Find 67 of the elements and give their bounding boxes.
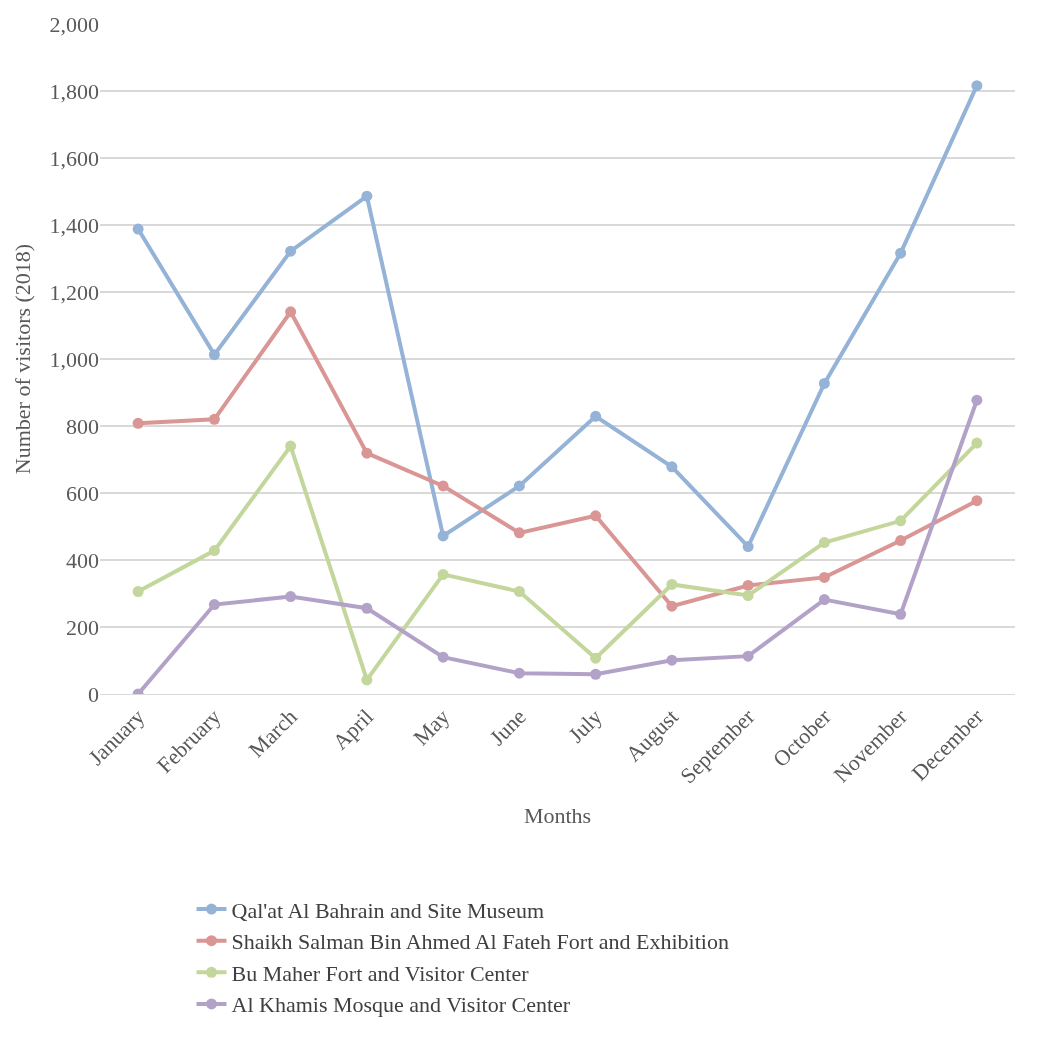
x-axis-title: Months xyxy=(523,803,592,829)
point xyxy=(666,461,678,473)
point xyxy=(285,440,297,452)
x-tick-label: June xyxy=(484,704,531,751)
point xyxy=(513,527,525,539)
legend-label: Shaikh Salman Bin Ahmed Al Fateh Fort and Exhibition xyxy=(231,929,729,955)
point xyxy=(361,674,373,686)
y-tick-label: 1,000 xyxy=(49,346,99,372)
y-tick-label: 2,000 xyxy=(49,11,99,37)
y-tick-label: 800 xyxy=(66,413,99,439)
point xyxy=(437,568,449,580)
point xyxy=(132,223,144,235)
point xyxy=(742,541,754,553)
point xyxy=(590,668,602,680)
point xyxy=(361,447,373,459)
point xyxy=(208,545,220,557)
point xyxy=(742,650,754,662)
x-tick-label: May xyxy=(408,704,455,751)
y-tick-label: 400 xyxy=(66,547,99,573)
y-axis-title: Number of visitors (2018) xyxy=(10,243,36,475)
point xyxy=(361,602,373,614)
y-tick-label: 0 xyxy=(88,681,99,707)
point xyxy=(513,480,525,492)
point xyxy=(666,600,678,612)
point xyxy=(895,608,907,620)
point xyxy=(971,394,983,406)
point xyxy=(895,515,907,527)
point xyxy=(895,535,907,547)
point xyxy=(208,413,220,425)
point xyxy=(666,654,678,666)
point xyxy=(361,190,373,202)
point xyxy=(971,495,983,507)
y-tick-label: 200 xyxy=(66,614,99,640)
point xyxy=(285,245,297,257)
point xyxy=(818,594,830,606)
point xyxy=(590,652,602,664)
point xyxy=(132,585,144,597)
point xyxy=(208,349,220,361)
legend-label: Qal'at Al Bahrain and Site Museum xyxy=(231,897,545,923)
point xyxy=(285,306,297,318)
point xyxy=(208,599,220,611)
point xyxy=(895,247,907,259)
legend-label: Bu Maher Fort and Visitor Center xyxy=(231,960,530,986)
y-tick-label: 1,400 xyxy=(49,212,99,238)
point xyxy=(590,510,602,522)
point xyxy=(971,80,983,92)
point xyxy=(437,651,449,663)
legend-label: Al Khamis Mosque and Visitor Center xyxy=(231,992,571,1018)
point xyxy=(437,480,449,492)
point xyxy=(590,410,602,422)
point xyxy=(132,417,144,429)
y-tick-label: 1,800 xyxy=(49,78,99,104)
y-tick-label: 600 xyxy=(66,480,99,506)
y-tick-label: 1,600 xyxy=(49,145,99,171)
point xyxy=(818,377,830,389)
point xyxy=(285,591,297,603)
y-tick-label: 1,200 xyxy=(49,279,99,305)
point xyxy=(513,667,525,679)
point xyxy=(971,437,983,449)
point xyxy=(742,590,754,602)
point xyxy=(818,537,830,549)
point xyxy=(513,585,525,597)
x-tick-label: July xyxy=(563,704,607,748)
point xyxy=(818,571,830,583)
point xyxy=(666,578,678,590)
point xyxy=(742,579,754,591)
point xyxy=(437,530,449,542)
